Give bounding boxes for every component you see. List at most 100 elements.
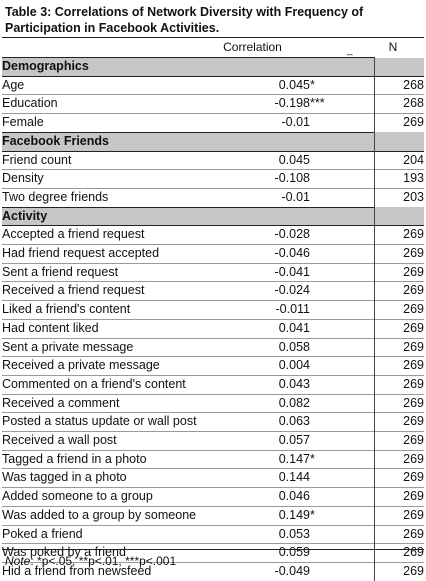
correlation-value: 0.046 [242,487,310,507]
table-row: Received a friend request -0.024 269 [2,281,425,301]
table-row: Education -0.198 *** 268 [2,94,425,114]
section-header-row: Facebook Friends [2,131,425,152]
bottom-rule [2,549,424,550]
correlation-value: 0.082 [242,393,310,413]
sample-size: 269 [373,337,425,357]
sample-size: 269 [373,393,425,413]
correlation-table: Demographics Age 0.045 * 268 Education -0.198 *… [2,57,425,581]
row-label: Posted a status update or wall post [2,412,242,432]
sample-size: 268 [373,75,425,95]
table-row: Commented on a friend's content 0.043 269 [2,374,425,395]
sample-size: 203 [373,187,425,208]
row-label: Liked a friend's content [2,300,242,320]
correlation-value: 0.004 [242,356,310,376]
row-label: Received a wall post [2,431,242,451]
row-label: Poked a friend [2,524,242,544]
sample-size: 204 [373,150,425,170]
table-row: Density -0.108 193 [2,169,425,189]
table-row: Posted a status update or wall post 0.063… [2,412,425,432]
sample-size: 269 [373,281,425,301]
correlation-value: -0.046 [242,244,310,264]
correlation-value: 0.045 [242,75,310,95]
correlation-value: -0.01 [242,187,310,208]
correlation-value: 0.041 [242,318,310,339]
sample-size: 269 [373,374,425,395]
significance-marker [310,187,375,208]
significance-marker [310,169,375,189]
correlation-value: -0.041 [242,262,310,282]
significance-marker [310,468,375,488]
section-heading: Activity [2,206,375,226]
significance-marker: * [310,505,375,526]
section-header-row: Activity [2,206,425,226]
correlation-value: 0.147 [242,449,310,469]
significance-marker [310,337,375,357]
note-label: Note [5,554,31,568]
significance-marker [310,487,375,507]
table-row: Received a comment 0.082 269 [2,393,425,413]
row-label: Sent a private message [2,337,242,357]
sample-size: 269 [373,431,425,451]
row-label: Was poked by a friend [2,543,242,563]
row-label: Density [2,169,242,189]
table-row: Was poked by a friend 0.059 269 [2,543,425,563]
table-row: Accepted a friend request -0.028 269 [2,225,425,245]
correlation-value: 0.063 [242,412,310,432]
table-row: Received a private message 0.004 269 [2,356,425,376]
row-label: Had content liked [2,318,242,339]
table-row: Added someone to a group 0.046 269 [2,487,425,507]
table-row: Liked a friend's content -0.011 269 [2,300,425,320]
significance-marker [310,412,375,432]
row-label: Was tagged in a photo [2,468,242,488]
sample-size: 269 [373,561,425,581]
significance-marker [310,561,375,581]
table-row: Was tagged in a photo 0.144 269 [2,468,425,488]
significance-marker [310,374,375,395]
correlation-value: 0.149 [242,505,310,526]
significance-marker [310,244,375,264]
correlation-value: -0.198 [242,94,310,114]
significance-marker [310,113,375,133]
column-header-marker: _ [347,45,353,56]
significance-marker [310,300,375,320]
sample-size: 269 [373,244,425,264]
significance-marker [310,431,375,451]
table-row: Sent a friend request -0.041 269 [2,262,425,282]
correlation-value: 0.045 [242,150,310,170]
section-heading-n-cell [373,207,425,226]
table-row: Was added to a group by someone 0.149 * 269 [2,505,425,526]
sample-size: 269 [373,487,425,507]
significance-marker: * [310,75,375,95]
table-title: Table 3: Correlations of Network Diversi… [5,5,364,35]
significance-marker: *** [310,94,375,114]
significance-marker: * [310,449,375,469]
table-row: Female -0.01 269 [2,113,425,133]
sample-size: 269 [373,524,425,544]
sample-size: 269 [373,468,425,488]
section-heading-n-cell [373,132,425,152]
significance-marker [310,356,375,376]
significance-marker [310,393,375,413]
note-text: : *p<.05, **p<.01, ***p<.001 [30,554,177,568]
table-row: Had friend request accepted -0.046 269 [2,244,425,264]
row-label: Was added to a group by someone [2,505,242,526]
row-label: Two degree friends [2,187,242,208]
sample-size: 269 [373,262,425,282]
correlation-value: -0.011 [242,300,310,320]
significance-marker [310,281,375,301]
row-label: Had friend request accepted [2,244,242,264]
row-label: Commented on a friend's content [2,374,242,395]
sample-size: 269 [373,318,425,339]
table-row: Received a wall post 0.057 269 [2,431,425,451]
row-label: Female [2,113,242,133]
correlation-value: -0.049 [242,561,310,581]
table-row: Had content liked 0.041 269 [2,318,425,339]
sample-size: 269 [373,505,425,526]
table-row: Two degree friends -0.01 203 [2,187,425,208]
correlation-value: 0.057 [242,431,310,451]
row-label: Age [2,75,242,95]
sample-size: 269 [373,412,425,432]
row-label: Received a private message [2,356,242,376]
significance-marker [310,225,375,245]
